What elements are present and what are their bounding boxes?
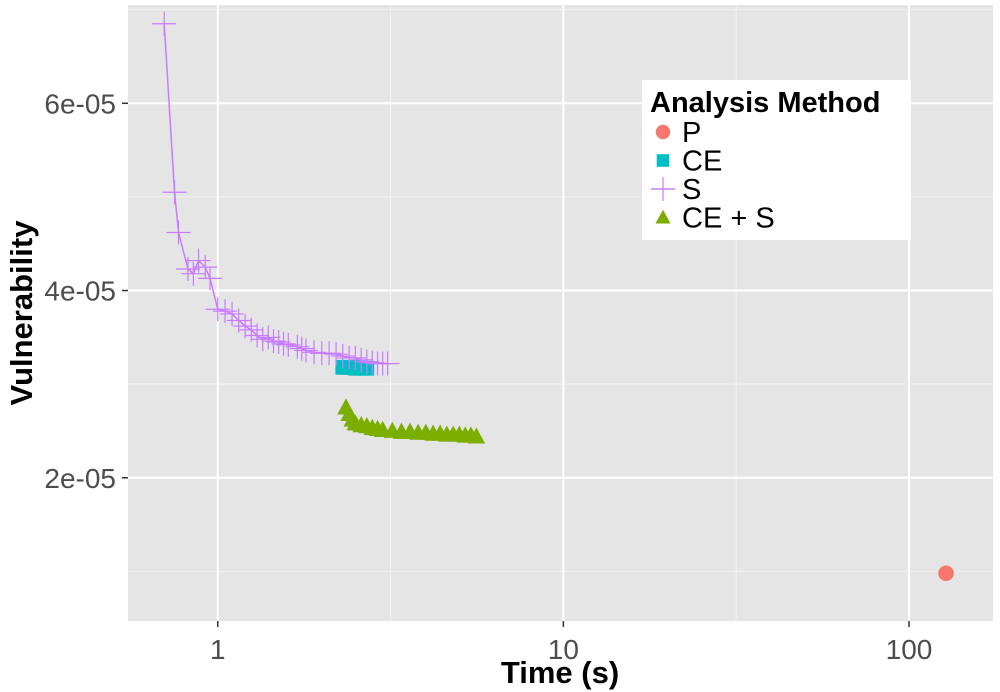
data-point-s: [181, 261, 206, 286]
legend-label-ce-s: CE + S: [682, 203, 775, 235]
data-point-s: [317, 341, 342, 366]
series-s: [152, 11, 400, 376]
data-point-s: [152, 11, 177, 36]
legend-item-p: P: [655, 117, 701, 149]
legend-item-ce-s: CE + S: [655, 203, 775, 235]
data-point-ce-s: [467, 427, 486, 444]
y-tick-label: 4e-05: [44, 276, 116, 307]
y-axis-title: Vulnerability: [4, 220, 39, 406]
data-point-s: [220, 301, 245, 326]
legend-label-s: S: [682, 174, 701, 206]
y-tick-label: 2e-05: [44, 463, 116, 494]
legend-key-ce-s: [655, 209, 671, 224]
legend-key-s: [651, 177, 675, 201]
data-point-s: [239, 317, 264, 342]
data-point-s: [349, 347, 374, 372]
data-point-s: [250, 327, 275, 352]
data-point-s: [162, 180, 187, 205]
data-point-s: [256, 325, 281, 350]
data-point-s: [226, 308, 251, 333]
x-tick-label: 1: [210, 634, 226, 665]
data-point-s: [266, 330, 291, 355]
data-point-s: [261, 329, 286, 354]
data-point-s: [271, 331, 296, 356]
data-point-s: [205, 297, 230, 322]
axes: 1 10 100 2e-05 4e-05 6e-05: [44, 88, 932, 665]
data-point-s: [343, 345, 368, 370]
legend-item-s: S: [651, 174, 701, 206]
data-point-p: [938, 565, 954, 582]
legend-item-ce: CE: [656, 146, 722, 178]
data-point-s: [324, 342, 349, 367]
series-p: [938, 565, 954, 582]
legend-key-ce: [656, 154, 670, 167]
data-point-s: [289, 336, 314, 361]
x-tick-label: 10: [548, 634, 579, 665]
data-point-s: [198, 266, 223, 291]
x-axis-title: Time (s): [501, 655, 619, 690]
legend-box: [642, 80, 911, 240]
data-point-s: [213, 299, 238, 324]
data-point-s: [360, 350, 385, 375]
data-point-s: [233, 314, 258, 339]
y-tick-label: 6e-05: [44, 88, 116, 119]
data-point-s: [354, 349, 379, 374]
data-point-s: [193, 255, 218, 280]
data-point-s: [375, 351, 400, 376]
data-point-s: [276, 332, 301, 357]
data-point-s: [245, 323, 270, 348]
plot-marks: [152, 11, 954, 582]
legend-label-ce: CE: [682, 146, 722, 178]
x-tick-label: 100: [886, 634, 933, 665]
series-ce-s: [337, 398, 486, 444]
legend-label-p: P: [682, 117, 701, 149]
data-point-s: [166, 220, 191, 245]
data-point-s: [330, 344, 355, 369]
legend-key-p: [655, 124, 671, 140]
data-point-s: [186, 248, 211, 273]
legend-title: Analysis Method: [650, 87, 880, 119]
